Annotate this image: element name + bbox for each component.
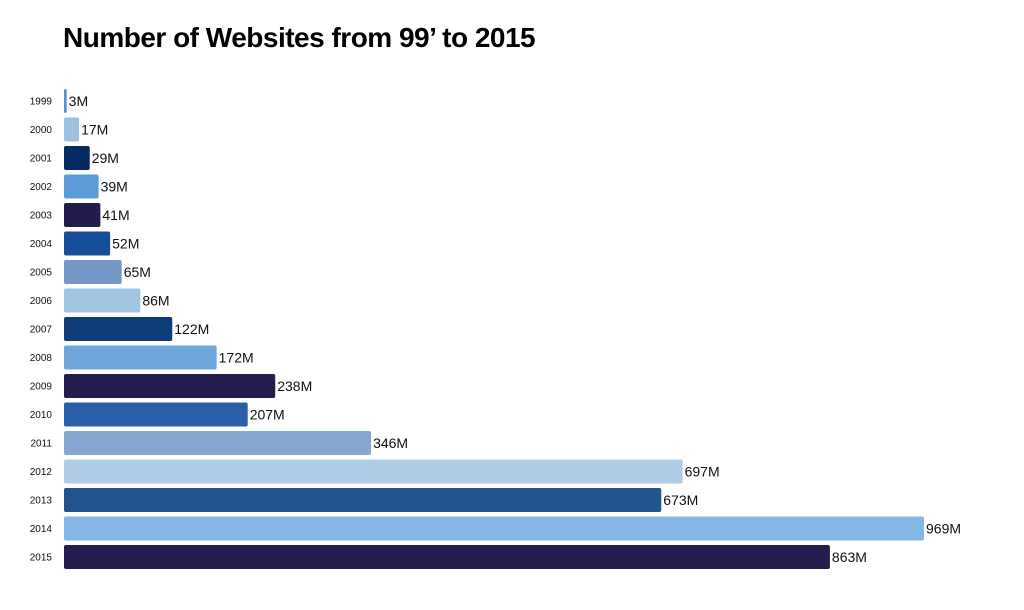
value-label-2000: 17M (81, 122, 108, 138)
year-label-2012: 2012 (30, 467, 53, 478)
year-label-2004: 2004 (30, 239, 53, 250)
bar-2011 (64, 431, 372, 455)
year-labels: 1999 2000 2001 2002 2003 2004 2005 2006 2007 2008… (30, 97, 53, 564)
year-label-2014: 2014 (30, 524, 53, 535)
value-label-2007: 122M (174, 321, 209, 337)
value-label-2014: 969M (926, 521, 961, 537)
bar-2006 (64, 288, 141, 313)
value-label-2012: 697M (685, 464, 720, 480)
bar-2001 (64, 146, 90, 170)
bar-2010 (64, 402, 248, 427)
bar-2005 (64, 260, 122, 284)
year-label-2015: 2015 (30, 553, 53, 564)
year-label-2013: 2013 (30, 496, 53, 507)
bars (64, 89, 924, 569)
value-label-2011: 346M (373, 435, 408, 451)
bar-2014 (64, 516, 924, 541)
year-label-2002: 2002 (30, 182, 53, 193)
bar-2012 (64, 459, 683, 484)
year-label-1999: 1999 (30, 97, 53, 108)
bar-1999 (64, 89, 67, 113)
bar-2013 (64, 488, 662, 512)
year-label-2010: 2010 (30, 410, 53, 421)
bar-2008 (64, 345, 217, 370)
value-label-2013: 673M (663, 492, 698, 508)
year-label-2009: 2009 (30, 382, 53, 393)
value-label-2004: 52M (112, 236, 139, 252)
value-labels: 3M 17M 29M 39M 41M 52M 65M 86M 122M 172M 238M 207M 3… (69, 93, 961, 565)
value-label-2003: 41M (102, 207, 129, 223)
year-label-2006: 2006 (30, 296, 53, 307)
bar-2000 (64, 117, 80, 142)
bar-2007 (64, 317, 173, 341)
bar-2015 (64, 545, 830, 569)
bar-2009 (64, 374, 276, 398)
value-label-2002: 39M (101, 179, 128, 195)
value-label-2001: 29M (92, 150, 119, 166)
bar-2003 (64, 203, 101, 227)
year-label-2008: 2008 (30, 353, 53, 364)
value-label-2009: 238M (277, 378, 312, 394)
value-label-2008: 172M (219, 350, 254, 366)
value-label-2010: 207M (250, 407, 285, 423)
year-label-2011: 2011 (30, 439, 52, 450)
year-label-2007: 2007 (30, 325, 53, 336)
value-label-2015: 863M (832, 549, 867, 565)
year-label-2005: 2005 (30, 268, 53, 279)
year-label-2003: 2003 (30, 211, 53, 222)
bar-2002 (64, 174, 99, 199)
bar-2004 (64, 231, 111, 256)
year-label-2001: 2001 (30, 154, 53, 165)
chart-title: Number of Websites from 99’ to 2015 (63, 22, 536, 53)
value-label-1999: 3M (69, 93, 88, 109)
value-label-2005: 65M (124, 264, 151, 280)
year-label-2000: 2000 (30, 125, 53, 136)
value-label-2006: 86M (142, 293, 169, 309)
